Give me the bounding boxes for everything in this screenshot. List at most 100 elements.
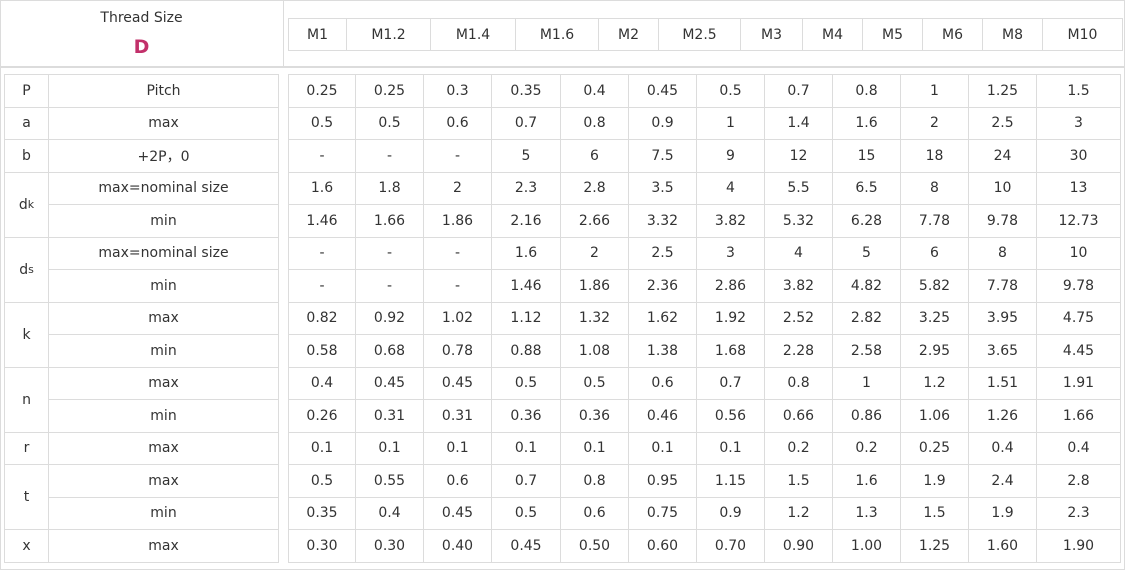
value-cell: 0.1 — [628, 431, 697, 465]
row-label: max — [48, 366, 279, 400]
size-header: M5 — [862, 18, 923, 51]
symbol: d — [18, 196, 28, 213]
size-header: M6 — [922, 18, 983, 51]
value-cell: 0.7 — [764, 74, 833, 108]
value-cell: 1 — [900, 74, 969, 108]
symbol: x — [22, 537, 31, 554]
value-cell: 2 — [423, 171, 492, 205]
value-cell: 0.40 — [423, 529, 492, 563]
symbol-cell: b — [4, 139, 49, 173]
value-cell: 3 — [1036, 106, 1121, 140]
size-header: M1.4 — [430, 18, 516, 51]
value-cell: 0.4 — [1036, 431, 1121, 465]
value-cell: 1.6 — [832, 106, 901, 140]
symbol-cell: r — [4, 431, 49, 465]
value-cell: - — [355, 236, 424, 270]
value-cell: 1.66 — [355, 204, 424, 238]
value-cell: - — [423, 269, 492, 303]
value-cell: 2 — [560, 236, 629, 270]
value-cell: 0.66 — [764, 399, 833, 433]
value-cell: 0.7 — [491, 106, 561, 140]
value-cell: 10 — [1036, 236, 1121, 270]
value-cell: 2.86 — [696, 269, 765, 303]
value-cell: 1.9 — [968, 496, 1037, 530]
value-cell: 1.90 — [1036, 529, 1121, 563]
value-cell: 0.4 — [560, 74, 629, 108]
symbol: t — [23, 489, 30, 505]
value-cell: 2.16 — [491, 204, 561, 238]
value-cell: 0.90 — [764, 529, 833, 563]
value-cell: 0.36 — [560, 399, 629, 433]
value-cell: 0.75 — [628, 496, 697, 530]
value-cell: 0.88 — [491, 334, 561, 368]
symbol-subscript: s — [28, 263, 34, 276]
value-cell: 0.1 — [288, 431, 356, 465]
value-cell: 3 — [696, 236, 765, 270]
value-cell: 0.1 — [423, 431, 492, 465]
value-cell: 1.12 — [491, 301, 561, 335]
value-cell: 3.65 — [968, 334, 1037, 368]
value-cell: 4 — [764, 236, 833, 270]
value-cell: 0.6 — [423, 464, 492, 498]
value-cell: 1.5 — [900, 496, 969, 530]
value-cell: 1.46 — [491, 269, 561, 303]
value-cell: 3.82 — [696, 204, 765, 238]
symbol: r — [23, 440, 30, 457]
value-cell: - — [423, 236, 492, 270]
value-cell: 0.6 — [423, 106, 492, 140]
size-header: M8 — [982, 18, 1043, 51]
value-cell: - — [288, 269, 356, 303]
value-cell: 1.62 — [628, 301, 697, 335]
value-cell: 0.45 — [628, 74, 697, 108]
value-cell: 0.30 — [355, 529, 424, 563]
value-cell: 0.45 — [423, 366, 492, 400]
value-cell: 0.1 — [491, 431, 561, 465]
value-cell: 1.25 — [968, 74, 1037, 108]
value-cell: 5.5 — [764, 171, 833, 205]
value-cell: 0.4 — [288, 366, 356, 400]
size-header: M2 — [598, 18, 659, 51]
value-cell: - — [355, 139, 424, 173]
value-cell: 1.5 — [1036, 74, 1121, 108]
value-cell: 6 — [560, 139, 629, 173]
value-cell: 4.45 — [1036, 334, 1121, 368]
value-cell: 1.8 — [355, 171, 424, 205]
value-cell: 9.78 — [968, 204, 1037, 238]
value-cell: 7.5 — [628, 139, 697, 173]
value-cell: 0.31 — [423, 399, 492, 433]
symbol-cell: n — [4, 366, 49, 433]
value-cell: 0.5 — [491, 366, 561, 400]
value-cell: 0.35 — [288, 496, 356, 530]
value-cell: 0.5 — [288, 464, 356, 498]
value-cell: 2.95 — [900, 334, 969, 368]
value-cell: 1.5 — [764, 464, 833, 498]
value-cell: 0.4 — [355, 496, 424, 530]
value-cell: 0.5 — [288, 106, 356, 140]
value-cell: 1.26 — [968, 399, 1037, 433]
value-cell: 1.92 — [696, 301, 765, 335]
symbol: P — [22, 82, 31, 99]
value-cell: - — [355, 269, 424, 303]
value-cell: 5.32 — [764, 204, 833, 238]
value-cell: 4.75 — [1036, 301, 1121, 335]
value-cell: 0.5 — [491, 496, 561, 530]
value-cell: 0.45 — [491, 529, 561, 563]
value-cell: 6.5 — [832, 171, 901, 205]
value-cell: 7.78 — [968, 269, 1037, 303]
value-cell: 4.82 — [832, 269, 901, 303]
value-cell: 9.78 — [1036, 269, 1121, 303]
value-cell: 1.4 — [764, 106, 833, 140]
row-label: max — [48, 106, 279, 140]
row-label: min — [48, 334, 279, 368]
value-cell: 1.06 — [900, 399, 969, 433]
symbol-cell: x — [4, 529, 49, 563]
value-cell: 0.50 — [560, 529, 629, 563]
value-cell: 0.25 — [288, 74, 356, 108]
value-cell: 0.58 — [288, 334, 356, 368]
value-cell: 12 — [764, 139, 833, 173]
value-cell: 0.30 — [288, 529, 356, 563]
value-cell: 3.82 — [764, 269, 833, 303]
value-cell: 0.6 — [560, 496, 629, 530]
